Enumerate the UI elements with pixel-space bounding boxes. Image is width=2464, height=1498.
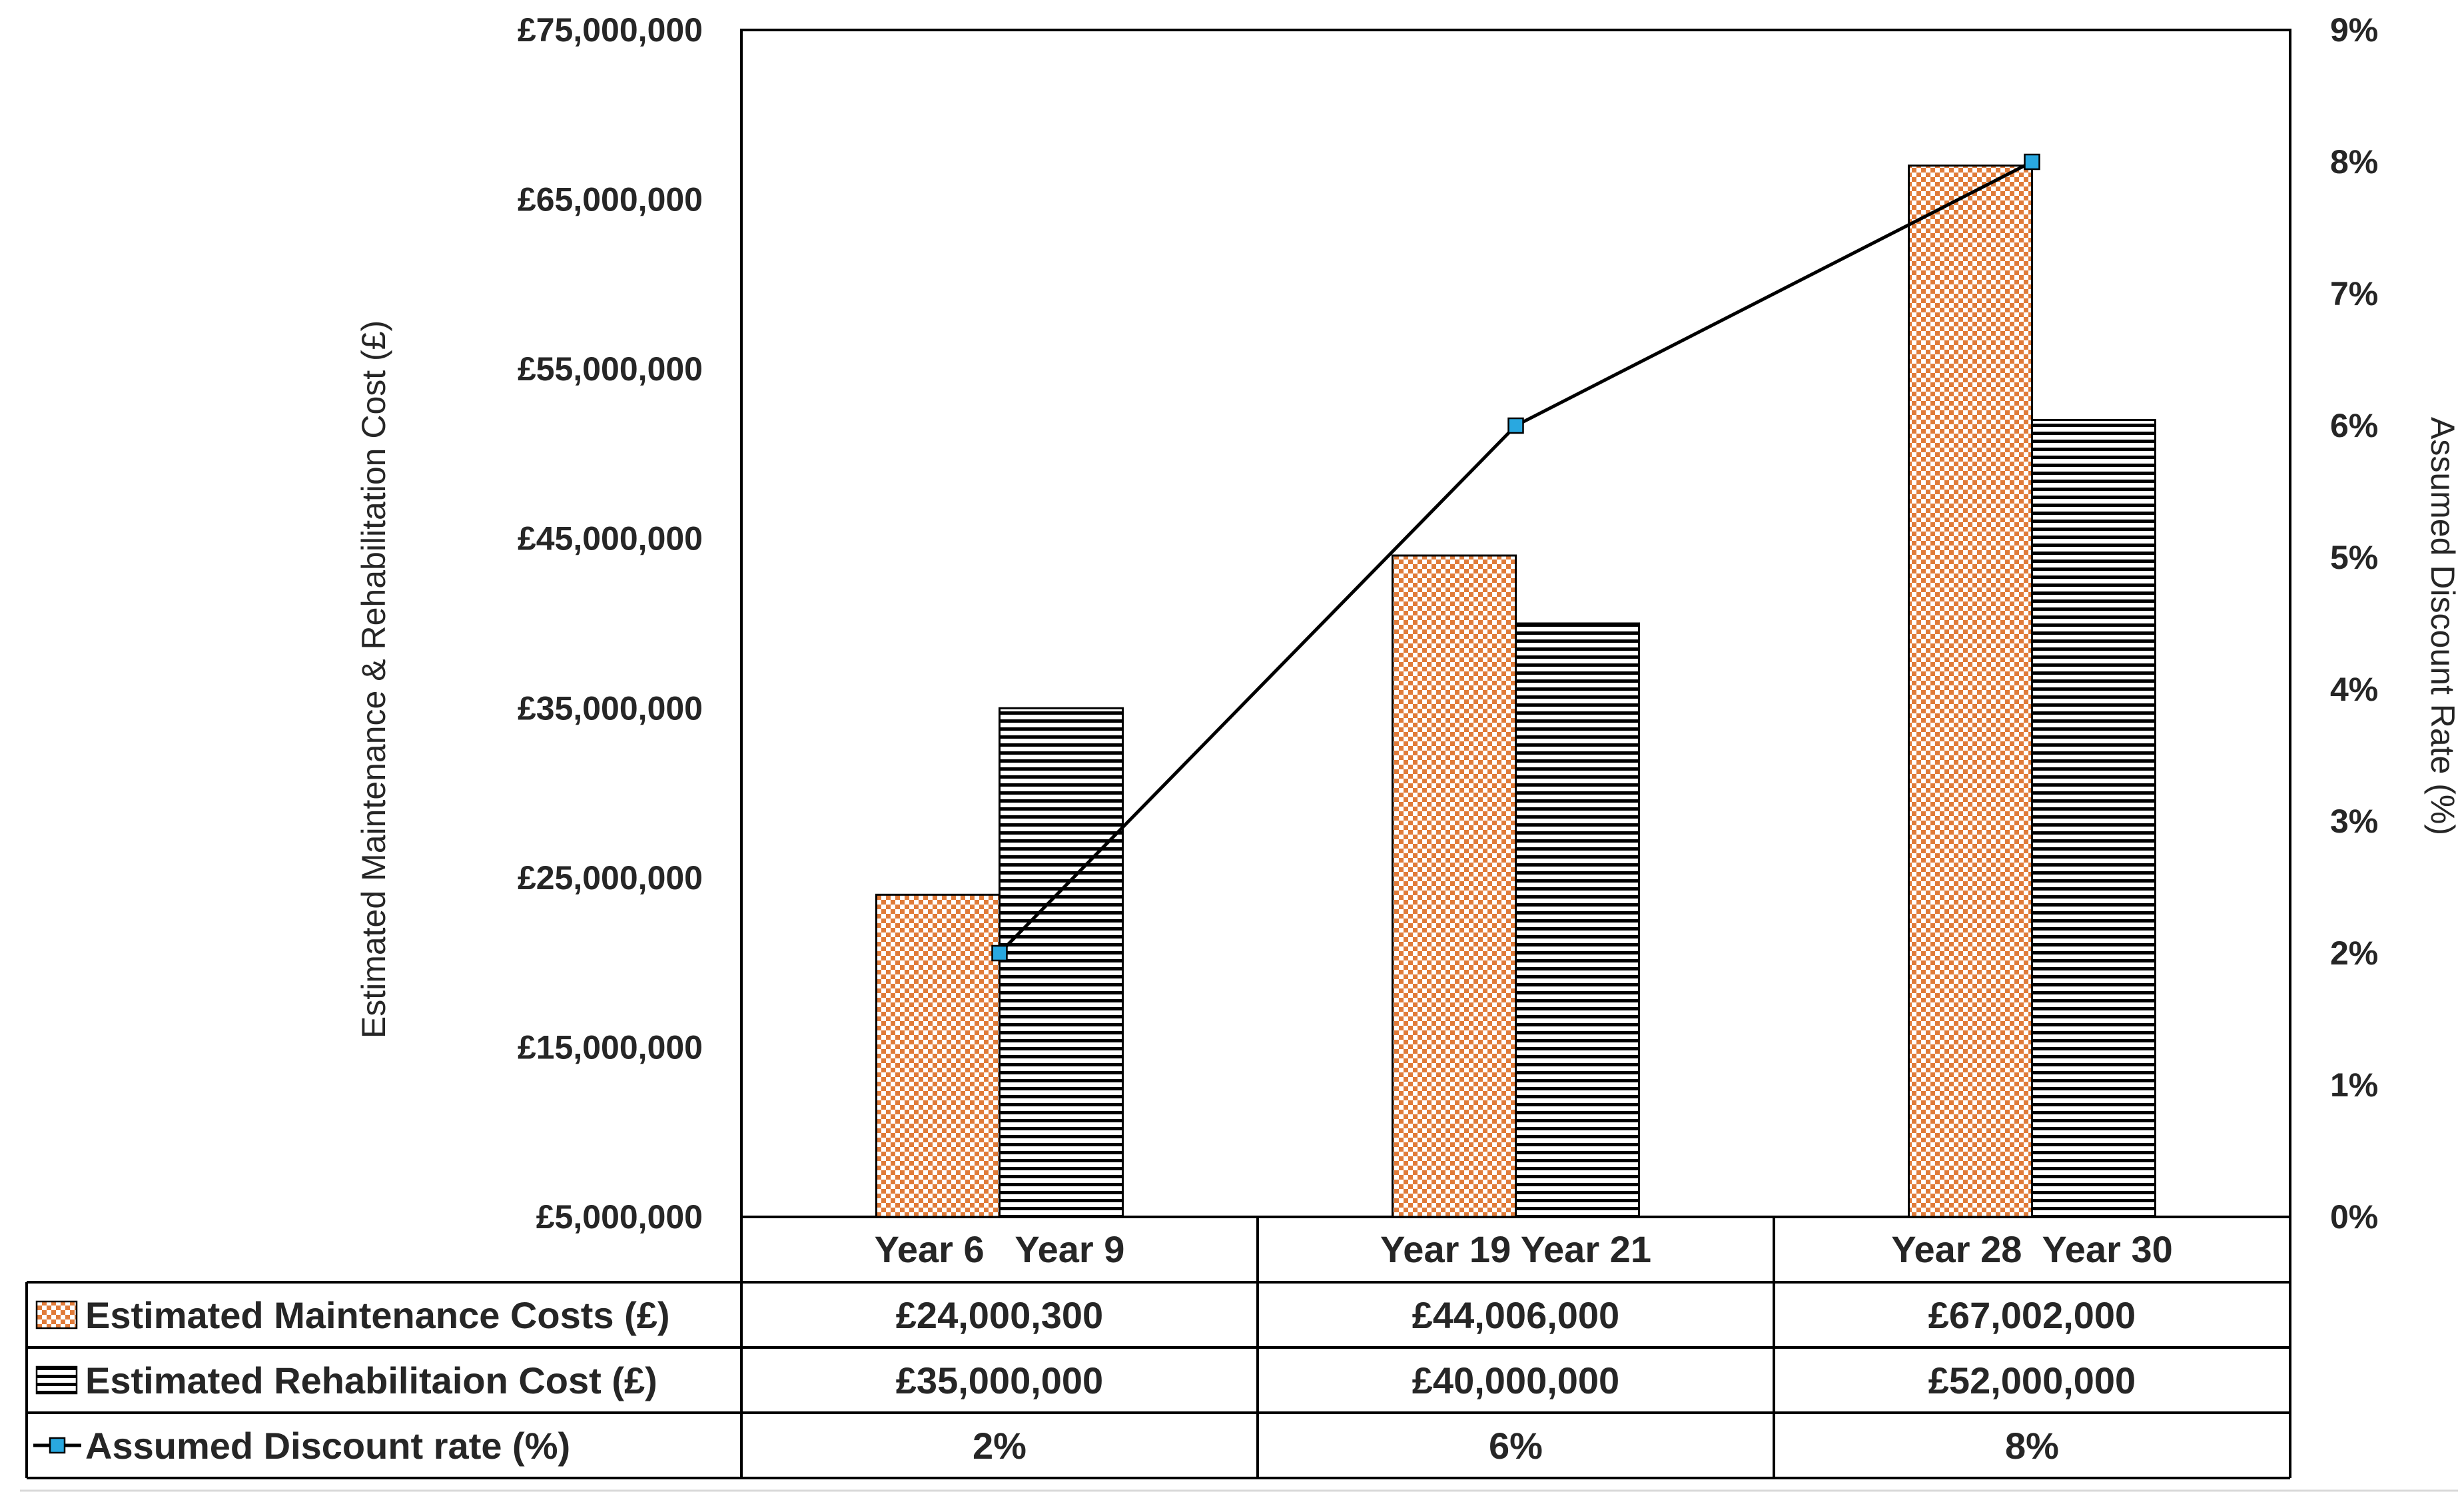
y-right-tick-label: 8% xyxy=(2330,143,2378,181)
y-left-tick-label: £75,000,000 xyxy=(518,11,703,49)
category-label: Year 19 Year 21 xyxy=(1380,1228,1651,1270)
table-cell: £40,000,000 xyxy=(1412,1359,1619,1401)
table-row-label: Estimated Maintenance Costs (£) xyxy=(85,1294,670,1336)
discount-rate-marker xyxy=(991,944,1008,962)
discount-rate-line xyxy=(991,153,2040,962)
y-right-tick-label: 5% xyxy=(2330,539,2378,576)
y-right-tick-label: 1% xyxy=(2330,1066,2378,1104)
y-right-tick-label: 0% xyxy=(2330,1198,2378,1236)
legend-key-marker xyxy=(49,1437,66,1454)
table-cell: 6% xyxy=(1489,1425,1543,1467)
y-left-tick-label: £15,000,000 xyxy=(518,1028,703,1066)
table-cell: £52,000,000 xyxy=(1928,1359,2136,1401)
y-left-tick-label: £65,000,000 xyxy=(518,181,703,218)
y-right-tick-label: 4% xyxy=(2330,671,2378,708)
table-cell: 2% xyxy=(973,1425,1027,1467)
y-right-ticks: 9% 8% 7% 6% 5% 4% 3% 2% 1% 0% xyxy=(2330,11,2378,1236)
maintenance-cost-bar xyxy=(875,893,1001,1218)
y-right-axis-title: Assumed Discount Rate (%) xyxy=(2424,417,2461,835)
category-label: Year 6 Year 9 xyxy=(875,1228,1125,1270)
data-table: Year 6 Year 9 Year 19 Year 21 Year 28 Year… xyxy=(25,1217,2291,1479)
discount-rate-marker xyxy=(1507,417,1524,434)
y-right-tick-label: 9% xyxy=(2330,11,2378,49)
legend-key xyxy=(35,1300,78,1329)
y-right-tick-label: 7% xyxy=(2330,275,2378,312)
table-cell: £44,006,000 xyxy=(1412,1294,1619,1336)
table-cell: 8% xyxy=(2005,1425,2059,1467)
table-cell: £24,000,300 xyxy=(896,1294,1103,1336)
y-left-tick-label: £5,000,000 xyxy=(536,1198,703,1236)
table-row-label: Assumed Discount rate (%) xyxy=(85,1425,570,1467)
legend-key xyxy=(35,1365,78,1395)
y-left-tick-label: £45,000,000 xyxy=(518,520,703,558)
y-left-axis-title: Estimated Maintenance & Rehabilitation C… xyxy=(355,320,392,1038)
table-cell: £35,000,000 xyxy=(896,1359,1103,1401)
y-right-tick-label: 6% xyxy=(2330,407,2378,444)
y-left-tick-label: £25,000,000 xyxy=(518,859,703,897)
y-left-ticks: £75,000,000 £65,000,000 £55,000,000 £45,000… xyxy=(518,11,703,1236)
rehabilitation-cost-bar xyxy=(1515,622,1640,1218)
rehabilitation-cost-bar xyxy=(2031,419,2156,1218)
y-right-tick-label: 3% xyxy=(2330,803,2378,840)
table-row-label: Estimated Rehabilitaion Cost (£) xyxy=(85,1359,657,1401)
maintenance-cost-bar xyxy=(1392,554,1517,1218)
maintenance-cost-bar xyxy=(1908,165,2033,1218)
y-right-tick-label: 2% xyxy=(2330,935,2378,972)
bars xyxy=(875,165,2156,1218)
category-label: Year 28 Year 30 xyxy=(1891,1228,2173,1270)
rehabilitation-cost-bar xyxy=(999,707,1124,1218)
table-cell: £67,002,000 xyxy=(1928,1294,2136,1336)
discount-rate-marker xyxy=(2024,153,2040,171)
y-left-tick-label: £35,000,000 xyxy=(518,689,703,727)
y-left-tick-label: £55,000,000 xyxy=(518,350,703,388)
